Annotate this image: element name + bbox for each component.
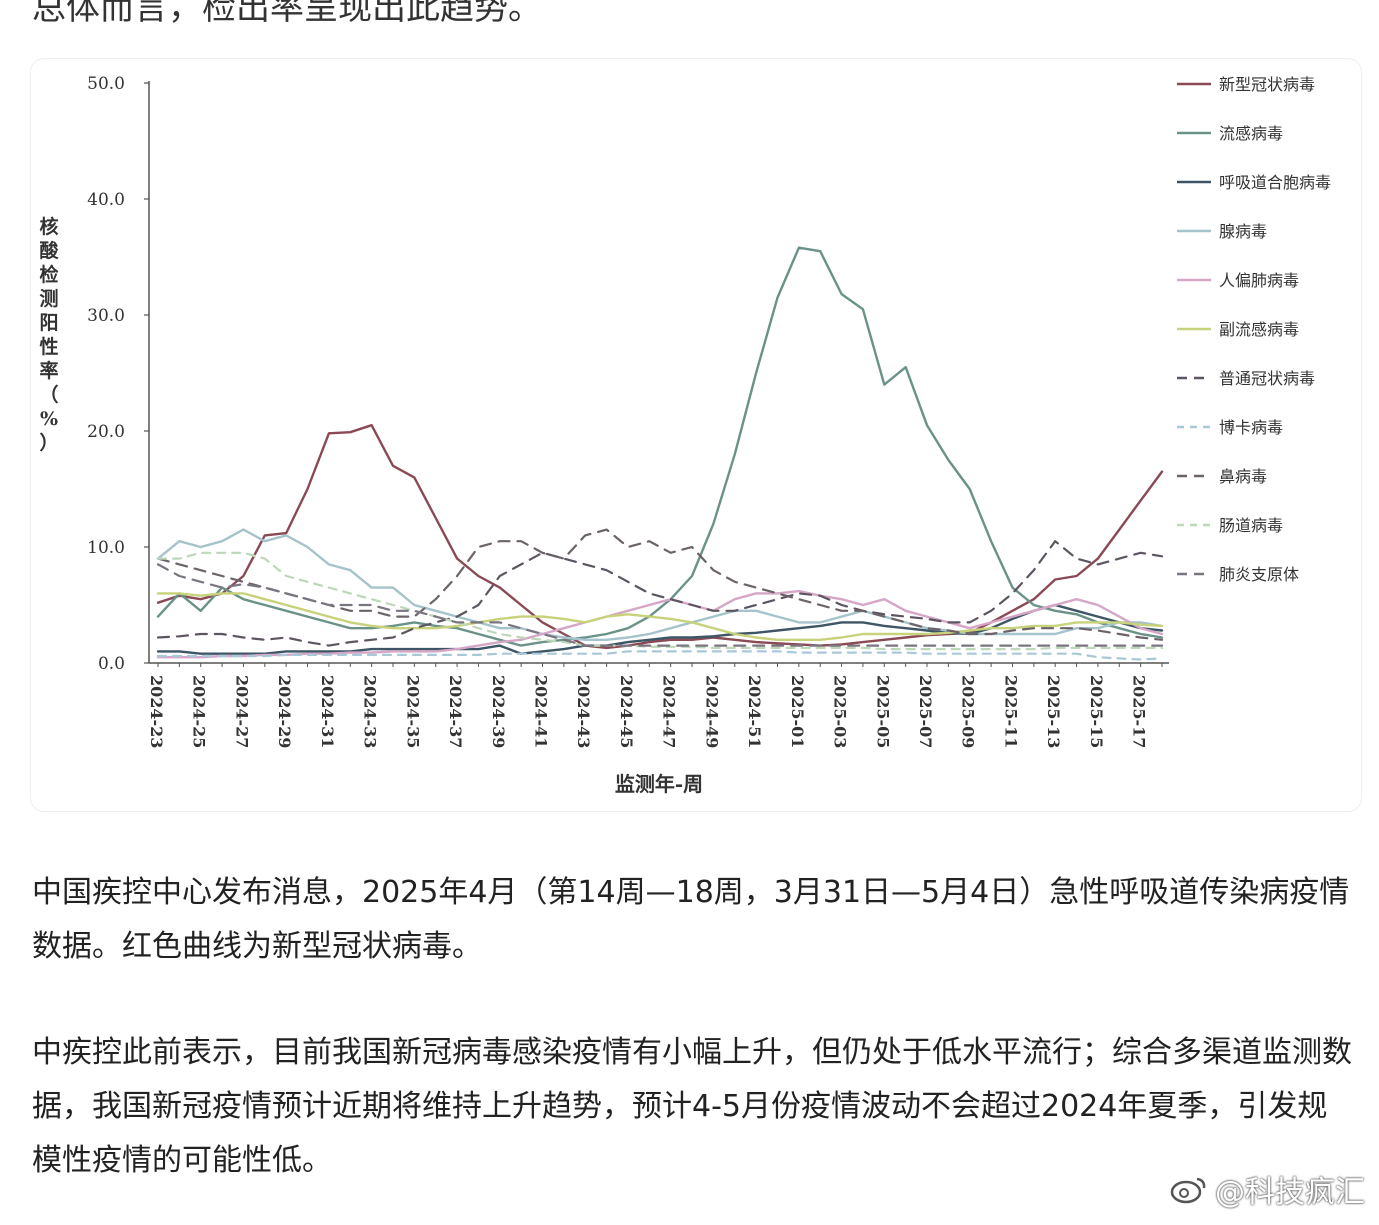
legend-label: 呼吸道合胞病毒 bbox=[1219, 173, 1331, 192]
article-paragraph-2: 中疾控此前表示，目前我国新冠病毒感染疫情有小幅上升，但仍处于低水平流行；综合多渠… bbox=[32, 1035, 1352, 1178]
series-line-2 bbox=[156, 246, 1164, 647]
x-tick-label: 2025-01 bbox=[788, 675, 807, 748]
x-tick-label: 2024-27 bbox=[232, 675, 251, 748]
x-tick-label: 2024-37 bbox=[446, 675, 465, 748]
series-line-5 bbox=[156, 589, 1164, 659]
y-axis-label-char: 酸 bbox=[39, 239, 59, 262]
x-tick-label: 2024-29 bbox=[275, 675, 294, 748]
y-axis-label-char: 性 bbox=[39, 335, 58, 358]
y-axis-label-char: （ bbox=[39, 383, 58, 406]
x-tick-label: 2024-23 bbox=[147, 675, 166, 748]
x-tick-label: 2024-47 bbox=[660, 675, 679, 748]
x-tick-label: 2024-39 bbox=[489, 675, 508, 748]
legend-label: 腺病毒 bbox=[1219, 222, 1267, 241]
y-axis-label-char: % bbox=[40, 408, 58, 430]
y-axis-label-char: ） bbox=[39, 431, 58, 454]
y-tick-label: 10.0 bbox=[87, 538, 125, 558]
y-tick-label: 50.0 bbox=[87, 74, 125, 94]
legend-label: 流感病毒 bbox=[1219, 124, 1283, 143]
x-tick-label: 2024-49 bbox=[702, 675, 721, 748]
x-tick-label: 2024-25 bbox=[190, 675, 209, 748]
weibo-logo-icon bbox=[1170, 1177, 1206, 1204]
series-line-1 bbox=[156, 424, 1164, 650]
y-axis-label-char: 率 bbox=[39, 359, 58, 382]
series-line-7 bbox=[156, 540, 1164, 647]
top-clipped-text: 总体而言，检出率呈现出此趋势。 bbox=[32, 0, 542, 28]
x-tick-label: 2024-45 bbox=[617, 675, 636, 748]
y-tick-label: 0.0 bbox=[98, 654, 125, 674]
y-tick-label: 20.0 bbox=[87, 422, 125, 442]
x-tick-label: 2025-07 bbox=[916, 675, 935, 748]
x-tick-label: 2024-33 bbox=[361, 675, 380, 748]
y-tick-label: 30.0 bbox=[87, 306, 125, 326]
legend-label: 新型冠状病毒 bbox=[1219, 75, 1315, 94]
x-tick-label: 2025-09 bbox=[959, 675, 978, 748]
series-line-6 bbox=[156, 592, 1164, 641]
legend-label: 副流感病毒 bbox=[1219, 320, 1299, 339]
x-tick-label: 2025-03 bbox=[831, 675, 850, 748]
chart-figure: 0.0 10.0 20.0 30.0 40.0 50.0 核酸检测阳性率（%） 2024-23… bbox=[30, 58, 1362, 812]
legend-label: 普通冠状病毒 bbox=[1219, 369, 1315, 388]
series-line-10 bbox=[156, 551, 1164, 651]
legend-label: 肺炎支原体 bbox=[1219, 565, 1299, 584]
x-axis-label: 监测年-周 bbox=[615, 772, 703, 796]
x-tick-label: 2025-17 bbox=[1130, 675, 1149, 748]
x-tick-label: 2024-31 bbox=[318, 675, 337, 748]
article-paragraph-1: 中国疾控中心发布消息，2025年4月（第14周—18周，3月31日—5月4日）急… bbox=[32, 875, 1350, 964]
y-tick-label: 40.0 bbox=[87, 190, 125, 210]
x-tick-label: 2024-35 bbox=[403, 675, 422, 748]
series-line-3 bbox=[156, 603, 1164, 655]
y-axis-label-char: 阳 bbox=[39, 312, 58, 334]
y-axis-label-char: 检 bbox=[39, 263, 58, 286]
legend-label: 人偏肺病毒 bbox=[1219, 271, 1299, 290]
legend: 新型冠状病毒流感病毒呼吸道合胞病毒腺病毒人偏肺病毒副流感病毒普通冠状病毒博卡病毒… bbox=[1177, 75, 1331, 584]
series-line-11 bbox=[156, 563, 1164, 647]
series-lines bbox=[156, 246, 1164, 661]
series-line-8 bbox=[156, 650, 1164, 661]
y-axis-label-char: 测 bbox=[39, 288, 58, 310]
x-tick-label: 2025-11 bbox=[1001, 675, 1020, 748]
watermark-text: @科技疯汇 bbox=[1215, 1175, 1365, 1210]
legend-label: 肠道病毒 bbox=[1219, 516, 1283, 535]
x-tick-label: 2025-15 bbox=[1087, 675, 1106, 748]
legend-label: 鼻病毒 bbox=[1219, 467, 1267, 486]
watermark: @科技疯汇 bbox=[1169, 1167, 1365, 1211]
y-axis-label-char: 核 bbox=[39, 215, 58, 238]
x-tick-label: 2024-41 bbox=[532, 675, 551, 748]
legend-label: 博卡病毒 bbox=[1219, 418, 1283, 437]
x-tick-label: 2024-51 bbox=[745, 675, 764, 748]
x-tick-label: 2024-43 bbox=[574, 675, 593, 748]
x-tick-label: 2025-13 bbox=[1044, 675, 1063, 748]
x-tick-label: 2025-05 bbox=[873, 675, 892, 748]
